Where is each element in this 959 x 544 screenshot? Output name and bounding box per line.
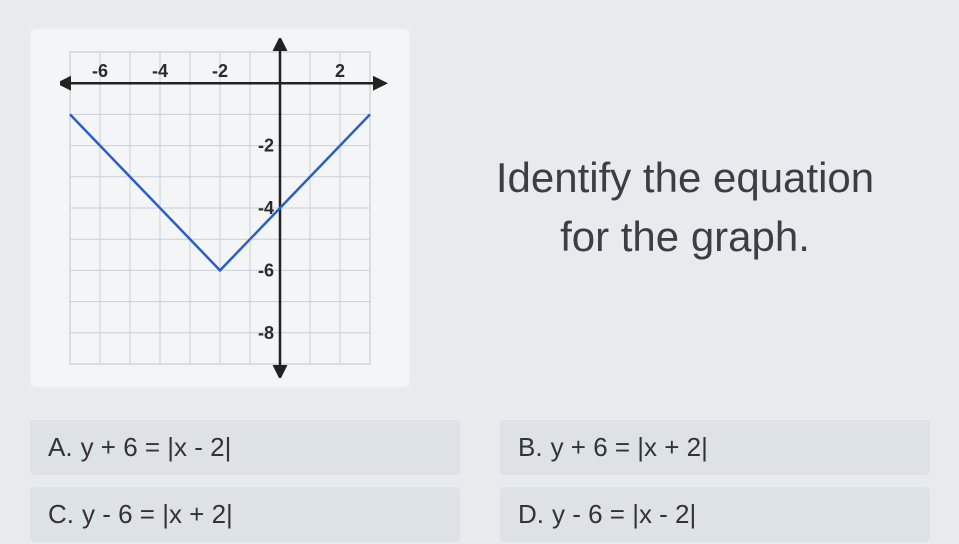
- svg-text:-8: -8: [258, 323, 274, 343]
- choice-d[interactable]: D. y - 6 = |x - 2|: [500, 487, 930, 542]
- graph-svg: -6-4-22-2-4-6-8: [60, 38, 390, 378]
- choice-text: y - 6 = |x + 2|: [82, 499, 233, 530]
- svg-text:2: 2: [335, 61, 345, 81]
- svg-text:-2: -2: [212, 61, 228, 81]
- choice-c[interactable]: C. y - 6 = |x + 2|: [30, 487, 460, 542]
- choice-letter: B.: [518, 432, 543, 463]
- question-line-2: for the graph.: [440, 208, 930, 267]
- choices-area: A. y + 6 = |x - 2| B. y + 6 = |x + 2| C.…: [30, 420, 930, 542]
- choice-letter: A.: [48, 432, 73, 463]
- choice-letter: D.: [518, 499, 544, 530]
- question-line-1: Identify the equation: [440, 149, 930, 208]
- top-area: -6-4-22-2-4-6-8 Identify the equation fo…: [30, 18, 930, 398]
- choice-b[interactable]: B. y + 6 = |x + 2|: [500, 420, 930, 475]
- question-block: Identify the equation for the graph.: [440, 149, 930, 267]
- graph-panel: -6-4-22-2-4-6-8: [30, 28, 410, 388]
- choice-text: y + 6 = |x + 2|: [551, 432, 708, 463]
- svg-text:-6: -6: [258, 260, 274, 280]
- choice-text: y + 6 = |x - 2|: [81, 432, 232, 463]
- svg-text:-4: -4: [152, 61, 168, 81]
- choice-text: y - 6 = |x - 2|: [552, 499, 696, 530]
- svg-text:-2: -2: [258, 136, 274, 156]
- choice-a[interactable]: A. y + 6 = |x - 2|: [30, 420, 460, 475]
- choice-letter: C.: [48, 499, 74, 530]
- svg-text:-6: -6: [92, 61, 108, 81]
